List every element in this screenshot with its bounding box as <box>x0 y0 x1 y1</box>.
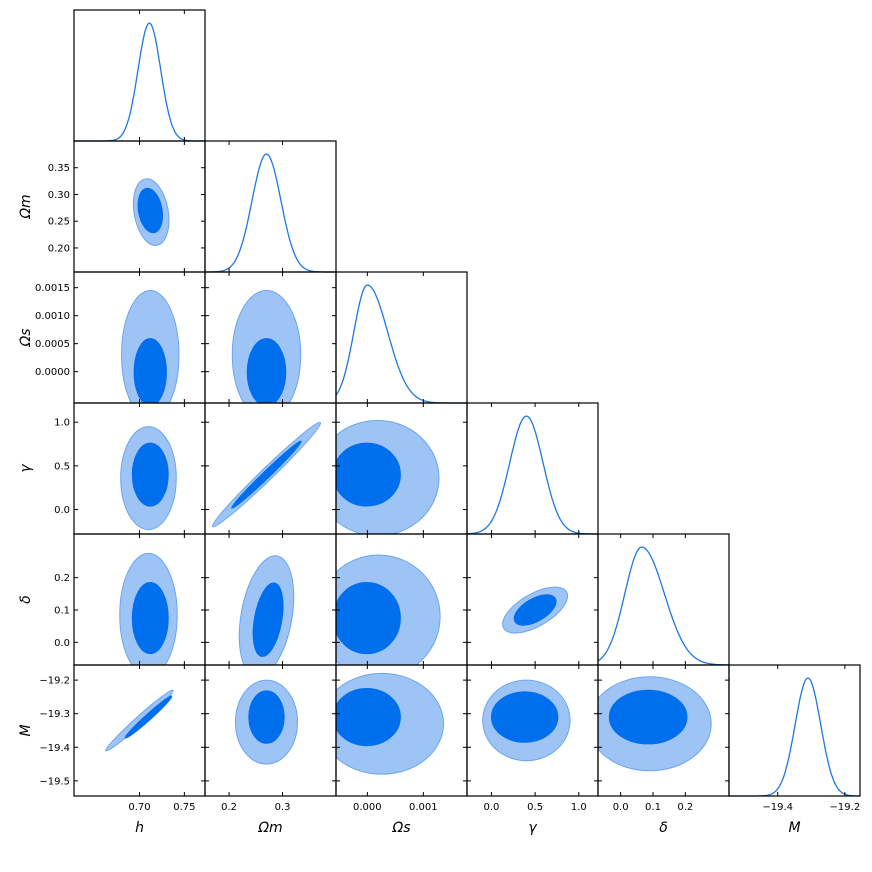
contour-inner-h-Om <box>137 187 164 234</box>
y-tick-label-M: −19.2 <box>39 676 70 687</box>
x-tick-label-gamma: 0.5 <box>527 802 543 813</box>
panel-frame-h-M <box>73 664 206 797</box>
contour-gamma-delta <box>502 586 569 634</box>
x-tick-label-M: −19.2 <box>830 802 861 813</box>
panel-frame-h-h <box>73 9 206 142</box>
contour-h-delta <box>119 552 178 665</box>
contour-Os-delta <box>336 554 441 665</box>
contour-inner-h-Os <box>133 338 167 403</box>
x-tick-label-delta: 0.0 <box>613 802 629 813</box>
y-axis-label-M: M <box>18 724 34 736</box>
contour-delta-M <box>598 676 712 772</box>
marginal-h <box>74 22 205 142</box>
contour-h-Os <box>121 289 180 403</box>
panel-frame-Om-Om <box>204 140 337 273</box>
y-tick-label-Os: 0.0005 <box>35 339 70 350</box>
y-tick-label-Os: 0.0010 <box>35 311 70 322</box>
contour-gamma-M <box>482 679 571 762</box>
marginal-Om <box>205 153 336 273</box>
x-axis-label-Os: Ωs <box>392 820 411 836</box>
y-tick-label-delta: 0.2 <box>54 573 70 584</box>
contour-inner-gamma-M <box>490 691 559 743</box>
contour-inner-Om-gamma <box>231 440 302 509</box>
contour-Om-delta <box>238 555 295 665</box>
y-tick-label-Om: 0.25 <box>48 217 70 228</box>
y-tick-label-Os: 0.0015 <box>35 283 70 294</box>
y-tick-label-Os: 0.0000 <box>35 367 70 378</box>
y-tick-label-Om: 0.20 <box>48 243 70 254</box>
contour-inner-Om-Os <box>246 338 287 403</box>
x-axis-label-h: h <box>135 820 144 836</box>
contour-outer-h-M <box>105 689 174 752</box>
contour-inner-gamma-delta <box>513 594 557 626</box>
contour-inner-h-M <box>124 695 173 739</box>
marginal-delta <box>597 546 729 666</box>
contour-h-M <box>105 689 174 752</box>
x-tick-label-delta: 0.2 <box>677 802 693 813</box>
contour-Om-M <box>234 679 299 765</box>
y-axis-label-delta: δ <box>18 595 34 604</box>
contour-inner-Om-delta <box>252 582 284 657</box>
y-tick-label-gamma: 0.0 <box>54 505 70 516</box>
contour-Os-gamma <box>336 419 440 534</box>
x-axis-label-delta: δ <box>659 820 668 836</box>
x-tick-label-Os: 0.001 <box>409 802 438 813</box>
y-tick-label-delta: 0.1 <box>54 606 70 617</box>
marginal-Os <box>335 284 467 404</box>
contour-inner-h-delta <box>131 582 169 655</box>
x-axis-label-Om: Ωm <box>257 820 282 836</box>
y-tick-label-Om: 0.35 <box>48 163 70 174</box>
y-tick-label-M: −19.5 <box>39 776 70 787</box>
panel-frame-Os-Os <box>335 271 468 404</box>
x-tick-label-M: −19.4 <box>762 802 793 813</box>
x-tick-label-gamma: 0.0 <box>484 802 500 813</box>
y-axis-label-Om: Ωm <box>18 194 34 219</box>
contour-inner-delta-M <box>608 689 688 745</box>
contour-Om-gamma <box>211 421 322 528</box>
contour-inner-Os-gamma <box>336 442 401 507</box>
contour-inner-Os-delta <box>336 582 401 655</box>
y-tick-label-M: −19.4 <box>39 743 70 754</box>
y-tick-label-gamma: 1.0 <box>54 418 70 429</box>
x-tick-label-gamma: 1.0 <box>571 802 587 813</box>
panel-frame-M-M <box>728 664 861 797</box>
x-tick-label-h: 0.70 <box>128 802 150 813</box>
y-tick-label-M: −19.3 <box>39 709 70 720</box>
x-axis-label-M: M <box>788 820 800 836</box>
x-tick-label-Om: 0.2 <box>221 802 237 813</box>
y-tick-label-gamma: 0.5 <box>54 461 70 472</box>
x-tick-label-h: 0.75 <box>173 802 195 813</box>
x-tick-label-Os: 0.000 <box>353 802 382 813</box>
x-axis-label-gamma: γ <box>528 820 537 836</box>
contour-Om-Os <box>231 289 302 403</box>
marginal-M <box>729 677 860 797</box>
y-axis-label-Os: Ωs <box>18 329 34 348</box>
y-tick-label-Om: 0.30 <box>48 190 70 201</box>
contour-inner-Om-M <box>248 690 285 744</box>
contour-inner-Os-M <box>336 688 401 747</box>
y-tick-label-delta: 0.0 <box>54 638 70 649</box>
contour-h-gamma <box>120 426 177 531</box>
contour-h-Om <box>132 178 170 246</box>
contour-Os-M <box>336 672 444 775</box>
panel-frame-delta-delta <box>597 533 730 666</box>
contour-inner-h-gamma <box>131 442 169 507</box>
y-axis-label-gamma: γ <box>18 464 34 473</box>
x-tick-label-Om: 0.3 <box>275 802 291 813</box>
x-tick-label-delta: 0.1 <box>645 802 661 813</box>
marginal-gamma <box>467 415 598 535</box>
